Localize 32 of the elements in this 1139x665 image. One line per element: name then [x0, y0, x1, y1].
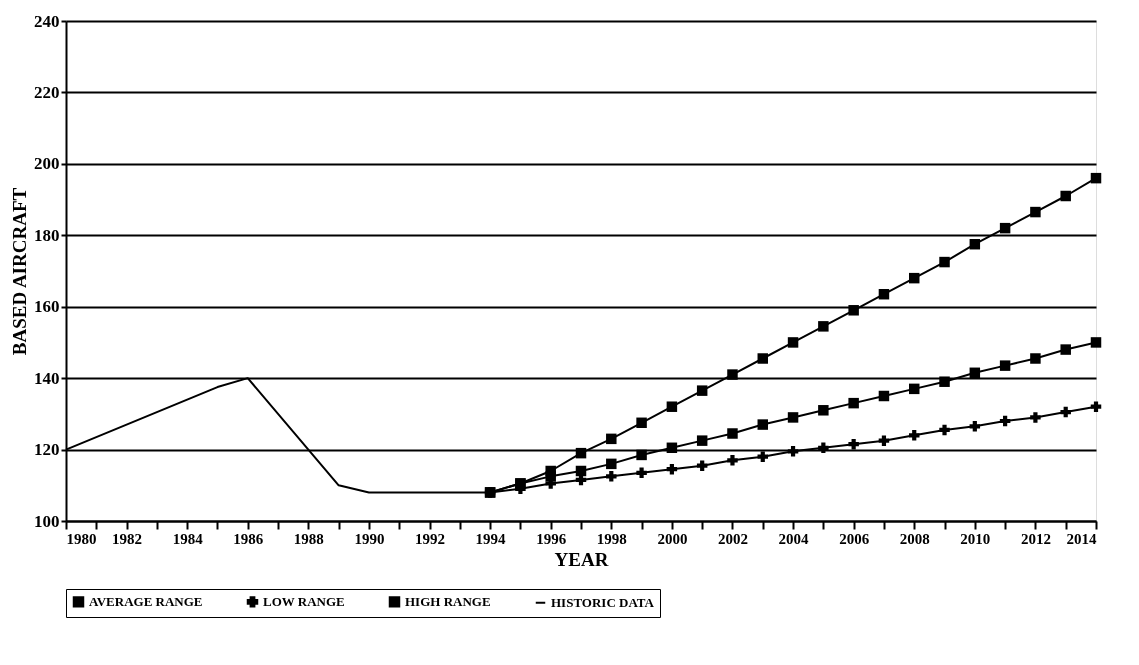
x-tick-label: 2004 — [778, 530, 810, 547]
y-tick-label: 140 — [34, 368, 60, 388]
x-tick-label: 1982 — [112, 530, 143, 547]
x-tick-label: 2012 — [1020, 530, 1051, 547]
x-tick-label: 1990 — [354, 530, 385, 547]
x-axis-title: YEAR — [554, 548, 609, 570]
y-axis-title: BASED AIRCRAFT — [9, 187, 30, 356]
x-tick-label: 2006 — [839, 530, 870, 547]
y-tick-label: 120 — [34, 440, 60, 460]
x-tick-label: 2014 — [1066, 530, 1097, 547]
y-tick-label: 180 — [34, 225, 60, 245]
legend-label: HIGH RANGE — [405, 593, 491, 609]
legend-label: HISTORIC DATA — [551, 594, 655, 610]
x-tick-label: 1994 — [475, 530, 507, 547]
y-tick-label: 200 — [34, 154, 60, 174]
x-tick-label: 1996 — [536, 530, 567, 547]
x-tick-label: 1980 — [66, 530, 97, 547]
x-tick-label: 1984 — [172, 530, 204, 547]
legend-label: AVERAGE RANGE — [89, 593, 203, 609]
y-tick-label: 160 — [34, 297, 60, 317]
y-tick-label: 240 — [34, 11, 60, 31]
x-tick-label: 2000 — [657, 530, 688, 547]
y-tick-label: 220 — [34, 82, 60, 102]
legend-label: LOW RANGE — [263, 593, 345, 609]
x-tick-label: 1992 — [415, 530, 446, 547]
x-tick-label: 1986 — [233, 530, 264, 547]
x-tick-label: 2010 — [960, 530, 991, 547]
x-tick-label: 2008 — [899, 530, 930, 547]
x-tick-label: 1988 — [293, 530, 324, 547]
y-tick-label: 100 — [34, 511, 60, 531]
x-tick-label: 2002 — [717, 530, 748, 547]
x-tick-label: 1998 — [596, 530, 627, 547]
